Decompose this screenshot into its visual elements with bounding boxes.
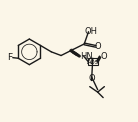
- Text: HN: HN: [81, 52, 93, 61]
- Text: OH: OH: [84, 27, 97, 36]
- Text: Abs: Abs: [87, 59, 99, 65]
- Text: O: O: [94, 42, 101, 51]
- Text: O: O: [100, 52, 107, 61]
- Text: *: *: [70, 48, 73, 57]
- Text: F: F: [7, 53, 12, 62]
- Text: O: O: [88, 74, 95, 83]
- FancyBboxPatch shape: [88, 58, 98, 65]
